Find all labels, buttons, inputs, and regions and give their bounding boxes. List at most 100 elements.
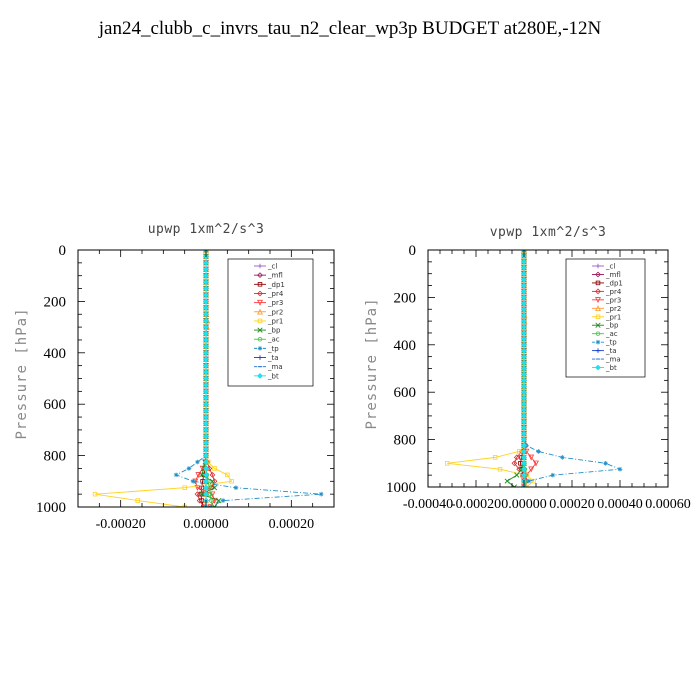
x-tick-label: -0.00040: [403, 497, 453, 512]
data-point-bt: [203, 478, 209, 485]
figure-title: jan24_clubb_c_invrs_tau_n2_clear_wp3p BU…: [98, 18, 602, 39]
data-point-bt: [203, 452, 209, 459]
data-point-bt: [203, 369, 209, 375]
data-point-bt: [521, 359, 527, 366]
legend-label: _pr3: [267, 299, 283, 307]
data-point-bt: [521, 300, 527, 307]
legend-box: [227, 258, 314, 387]
y-tick-label: 800: [44, 449, 67, 465]
data-point-bt: [203, 362, 209, 369]
data-point-pr1: [135, 498, 140, 503]
data-point-pr1: [212, 466, 217, 471]
legend-label: _ac: [267, 336, 280, 344]
legend-label: _tp: [267, 345, 279, 353]
data-point-tp: [190, 479, 196, 484]
data-point-bt: [521, 454, 527, 461]
data-point-ac: [210, 504, 215, 507]
legend-marker-ta: [595, 348, 601, 353]
data-point-bt: [521, 264, 527, 271]
data-point-tp: [617, 466, 623, 472]
data-point-bt: [521, 383, 527, 390]
data-point-pr3: [194, 485, 201, 491]
legend: _cl_mfl_dp1_pr4_pr3_pr2_pr1_bp_ac_tp_ta_…: [565, 258, 646, 378]
data-point-bt: [203, 459, 209, 465]
data-point-bt: [521, 371, 527, 378]
panel-upwp: upwp 1xm^2/s^3 Pressure [hPa] 0 200 400 600 80…: [14, 222, 335, 532]
legend-marker-pr1: [257, 318, 263, 324]
data-point-bt: [203, 375, 209, 382]
legend-marker-pr4: [595, 288, 601, 295]
legend-marker-pr3: [595, 297, 601, 304]
data-point-pr3: [528, 466, 535, 473]
data-point-bt: [203, 266, 209, 273]
y-tick-label: 400: [394, 338, 417, 354]
data-point-pr1: [516, 449, 522, 454]
data-point-bt: [521, 401, 527, 407]
data-point-pr1: [492, 455, 498, 460]
legend-label: _pr3: [605, 296, 621, 304]
data-point-bt: [521, 306, 527, 313]
data-point-bp: [209, 478, 216, 484]
data-point-bt: [521, 413, 527, 419]
data-point-bt: [521, 442, 527, 449]
y-tick-label: 0: [409, 243, 417, 259]
data-point-bt: [521, 312, 527, 319]
y-tick-label: 200: [44, 294, 67, 310]
data-point-tp: [560, 455, 565, 460]
data-point-bt: [521, 270, 527, 277]
legend-label: _pr2: [267, 308, 283, 316]
legend-marker-pr4: [257, 290, 263, 297]
legend-marker-pr3: [257, 299, 263, 306]
series-group: [444, 250, 623, 487]
legend-label: _ac: [605, 330, 618, 338]
data-point-bt: [203, 272, 209, 279]
series-line-tp: [523, 250, 621, 487]
data-point-bt: [521, 318, 527, 324]
data-point-bp: [216, 497, 222, 504]
data-point-bt: [521, 347, 527, 354]
data-point-ac: [208, 498, 214, 503]
data-point-bt: [521, 472, 527, 479]
data-point-pr3: [195, 472, 202, 479]
data-point-bt: [521, 466, 527, 473]
legend-label: _dp1: [605, 279, 623, 287]
data-point-pr1: [92, 491, 98, 497]
x-tick-label: 0.00000: [501, 497, 547, 512]
legend-label: _dp1: [267, 281, 285, 289]
data-point-bt: [203, 465, 209, 472]
legend-label: _ta: [605, 347, 617, 355]
data-point-bt: [521, 336, 527, 342]
legend-marker-bt: [257, 372, 263, 379]
legend-marker-dp1: [257, 282, 263, 287]
data-point-pr1: [497, 466, 503, 472]
legend-marker-tp: [595, 339, 601, 345]
legend-label: _bp: [605, 322, 619, 330]
legend-label: _pr2: [605, 305, 621, 313]
data-point-bt: [203, 298, 209, 305]
data-point-bt: [521, 436, 527, 443]
data-point-pr4: [194, 491, 201, 498]
data-point-tp: [550, 472, 556, 478]
legend-label: _mfl: [605, 271, 621, 279]
data-point-bt: [203, 427, 209, 433]
data-point-pr1: [229, 479, 234, 484]
legend-label: _ma: [605, 356, 621, 364]
data-point-tp: [603, 461, 608, 466]
data-point-bt: [203, 324, 209, 330]
legend-marker-pr2: [595, 305, 601, 312]
data-point-bt: [521, 330, 527, 336]
data-point-tp: [318, 491, 324, 497]
data-point-bt: [203, 414, 209, 420]
data-point-bt: [521, 407, 527, 413]
legend-marker-cl: [595, 263, 601, 269]
legend-label: _pr1: [605, 313, 621, 321]
x-tick-label: 0.00060: [645, 497, 691, 512]
legend-marker-ac: [257, 336, 263, 342]
data-point-bt: [203, 304, 209, 311]
x-tick-label: -0.00020: [96, 517, 146, 532]
y-axis-label: Pressure [hPa]: [364, 297, 380, 429]
data-point-bt: [521, 294, 527, 301]
data-point-bt: [203, 420, 209, 427]
data-point-bt: [521, 395, 527, 401]
data-point-bt: [203, 446, 209, 453]
